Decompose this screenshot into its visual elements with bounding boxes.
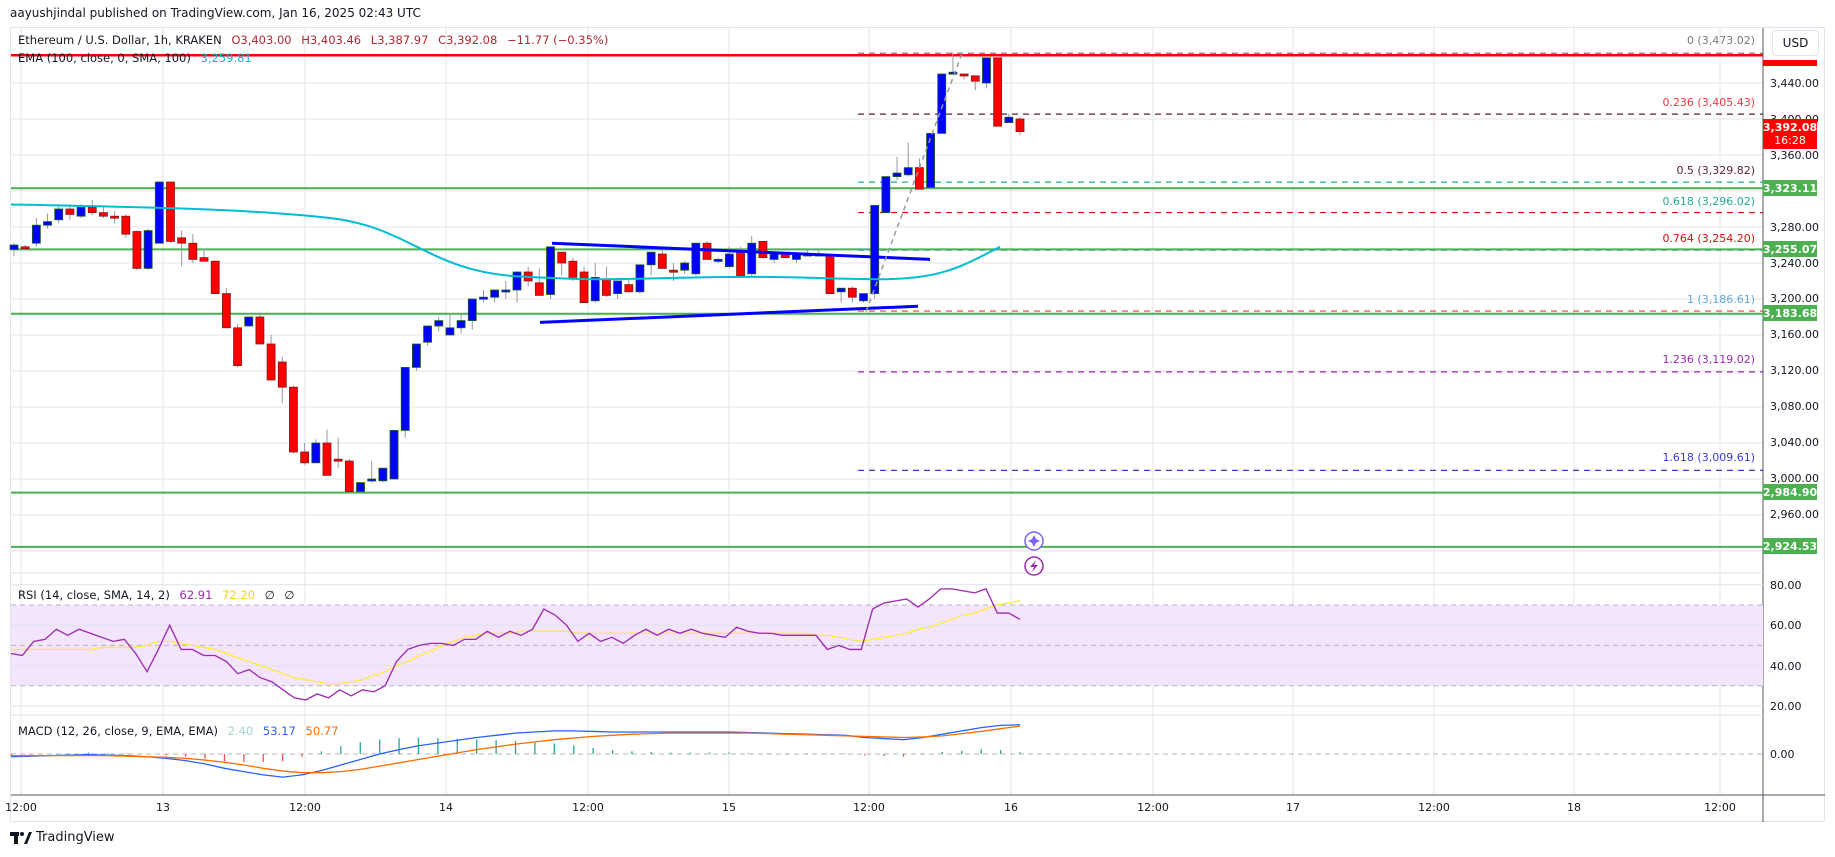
ohlc-change: −11.77 (−0.35%) xyxy=(506,33,609,47)
price-axis-label: 3,080.00 xyxy=(1770,400,1819,413)
time-axis-label: 12:00 xyxy=(1137,801,1169,814)
candle-countdown: 16:28 xyxy=(1774,134,1806,147)
macd-legend: MACD (12, 26, close, 9, EMA, EMA) 2.40 5… xyxy=(18,724,344,738)
price-axis-label: 2,960.00 xyxy=(1770,508,1819,521)
tradingview-logo-icon xyxy=(10,831,32,844)
support-price-tag: 3,255.07 xyxy=(1762,241,1818,257)
currency-button[interactable]: USD xyxy=(1772,30,1819,56)
fib-label: 0.618 (3,296.02) xyxy=(1662,195,1755,208)
time-axis-label: 14 xyxy=(439,801,453,814)
macd-value: 53.17 xyxy=(262,724,296,738)
price-axis-label: 3,280.00 xyxy=(1770,221,1819,234)
publisher-line: aayushjindal published on TradingView.co… xyxy=(10,6,421,20)
ohlc-open: O3,403.00 xyxy=(231,33,292,47)
rsi-legend: RSI (14, close, SMA, 14, 2) 62.91 72.20 … xyxy=(18,588,300,602)
price-axis-label: 3,360.00 xyxy=(1770,149,1819,162)
ema-label[interactable]: EMA (100, close, 0, SMA, 100) xyxy=(18,51,191,65)
rsi-value: 62.91 xyxy=(179,588,213,602)
ohlc-low: L3,387.97 xyxy=(370,33,429,47)
rsi-axis-label: 60.00 xyxy=(1770,619,1802,632)
rsi-extra-2: ∅ xyxy=(284,588,295,602)
time-axis-label: 12:00 xyxy=(1418,801,1450,814)
price-axis-label: 3,240.00 xyxy=(1770,257,1819,270)
fib-label: 1 (3,186.61) xyxy=(1686,293,1755,306)
tradingview-brand: TradingView xyxy=(36,830,115,845)
price-axis-label: 3,000.00 xyxy=(1770,472,1819,485)
time-axis-label: 12:00 xyxy=(5,801,37,814)
support-price-tag: 2,924.53 xyxy=(1762,538,1818,554)
macd-axis-label: 0.00 xyxy=(1770,748,1795,761)
current-price: 3,392.08 xyxy=(1762,121,1818,134)
tradingview-logo[interactable]: TradingView xyxy=(10,830,115,845)
ema-legend: EMA (100, close, 0, SMA, 100) 3,259.81 xyxy=(18,51,258,65)
fib-label: 0.764 (3,254.20) xyxy=(1662,232,1755,245)
fib-label: 0 (3,473.02) xyxy=(1686,34,1755,47)
current-price-tag: 3,392.08 16:28 xyxy=(1763,119,1817,149)
time-axis-label: 15 xyxy=(722,801,736,814)
rsi-axis-label: 40.00 xyxy=(1770,660,1802,673)
ohlc-high: H3,403.46 xyxy=(301,33,362,47)
fib-label: 0.5 (3,329.82) xyxy=(1676,164,1755,177)
price-axis-label: 3,040.00 xyxy=(1770,436,1819,449)
time-axis-label: 12:00 xyxy=(1704,801,1736,814)
support-price-tag: 2,984.90 xyxy=(1762,484,1818,500)
rsi-axis-label: 20.00 xyxy=(1770,700,1802,713)
support-price-tag: 3,323.11 xyxy=(1762,180,1818,196)
support-price-tag: 3,183.68 xyxy=(1762,305,1818,321)
time-axis-label: 12:00 xyxy=(572,801,604,814)
time-axis-label: 13 xyxy=(156,801,170,814)
time-axis-label: 18 xyxy=(1567,801,1581,814)
ohlc-close: C3,392.08 xyxy=(438,33,498,47)
rsi-label[interactable]: RSI (14, close, SMA, 14, 2) xyxy=(18,588,170,602)
rsi-extra-1: ∅ xyxy=(264,588,275,602)
rsi-axis-label: 80.00 xyxy=(1770,579,1802,592)
time-axis-label: 12:00 xyxy=(289,801,321,814)
chart-frame[interactable] xyxy=(10,27,1825,822)
ema-value: 3,259.81 xyxy=(200,51,252,65)
price-axis-label: 3,200.00 xyxy=(1770,292,1819,305)
fib-label: 1.236 (3,119.02) xyxy=(1662,353,1755,366)
rsi-sma-value: 72.20 xyxy=(222,588,256,602)
symbol-legend: Ethereum / U.S. Dollar, 1h, KRAKEN O3,40… xyxy=(18,33,614,47)
price-axis-label: 3,120.00 xyxy=(1770,364,1819,377)
time-axis-label: 17 xyxy=(1286,801,1300,814)
macd-hist-value: 2.40 xyxy=(227,724,254,738)
symbol-name[interactable]: Ethereum / U.S. Dollar, 1h, KRAKEN xyxy=(18,33,222,47)
time-axis-label: 16 xyxy=(1004,801,1018,814)
price-axis-label: 3,440.00 xyxy=(1770,77,1819,90)
fib-label: 1.618 (3,009.61) xyxy=(1662,451,1755,464)
resistance-price-tag xyxy=(1763,60,1817,66)
fib-label: 0.236 (3,405.43) xyxy=(1662,96,1755,109)
macd-signal-value: 50.77 xyxy=(305,724,339,738)
time-axis-label: 12:00 xyxy=(853,801,885,814)
macd-label[interactable]: MACD (12, 26, close, 9, EMA, EMA) xyxy=(18,724,218,738)
price-axis-label: 3,160.00 xyxy=(1770,328,1819,341)
